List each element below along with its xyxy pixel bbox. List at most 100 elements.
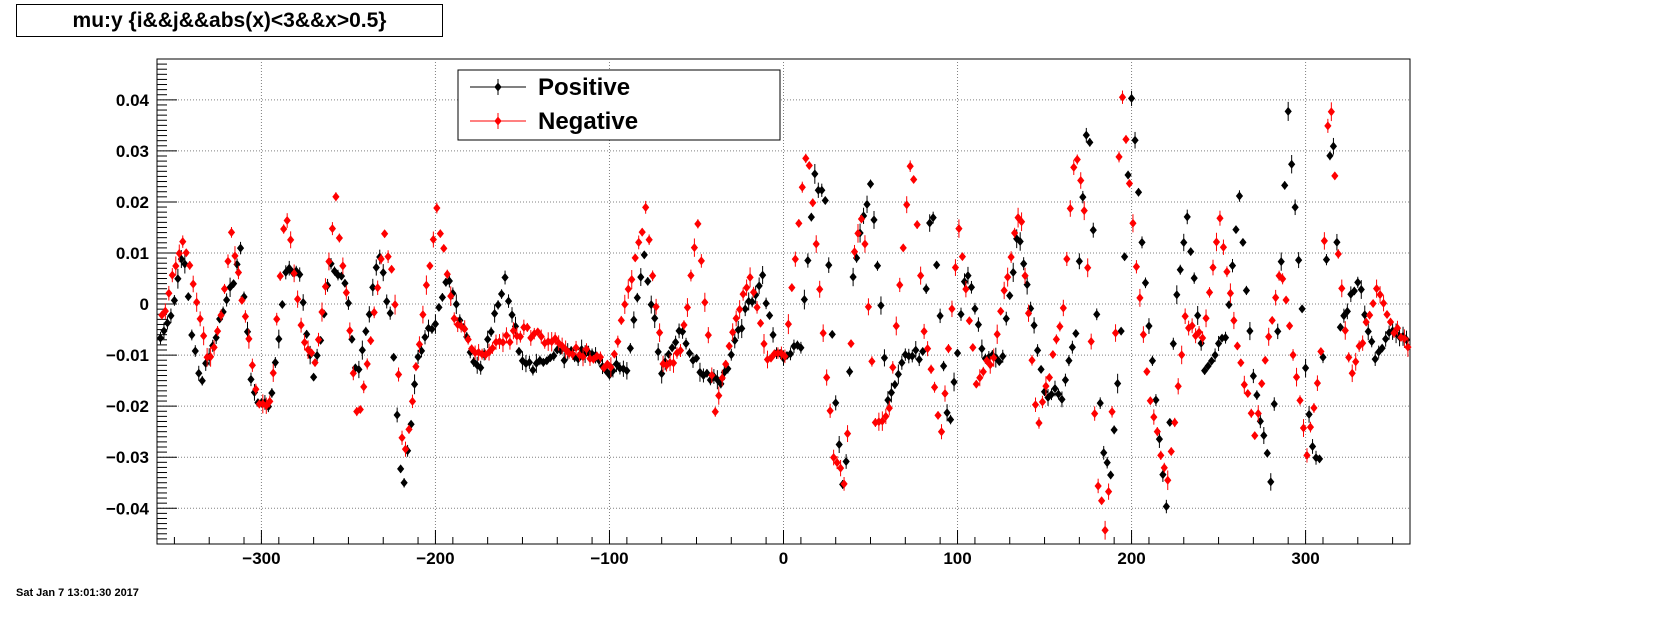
data-point (877, 301, 885, 311)
data-point (1061, 375, 1070, 385)
data-point (1073, 155, 1081, 165)
data-point (743, 283, 751, 293)
data-point (408, 396, 417, 406)
data-point (1230, 316, 1238, 326)
data-point (652, 302, 660, 312)
y-tick-label: −0.04 (106, 499, 150, 518)
data-point (1017, 217, 1026, 227)
data-point (739, 289, 747, 299)
data-point (551, 334, 559, 344)
data-point (405, 424, 413, 434)
data-point (1157, 450, 1165, 460)
data-point (1296, 395, 1304, 405)
data-point (1292, 372, 1301, 382)
data-point (1068, 342, 1076, 352)
data-point (294, 294, 302, 304)
data-point (697, 256, 705, 266)
data-point (231, 251, 239, 261)
data-point (825, 260, 833, 270)
data-point (642, 202, 650, 212)
data-point (1075, 256, 1083, 266)
data-point (1362, 317, 1370, 327)
data-point (275, 334, 283, 344)
data-point (920, 326, 928, 336)
data-point (435, 302, 443, 312)
data-point (654, 347, 662, 357)
data-point (843, 429, 852, 439)
data-point (631, 253, 639, 263)
data-point (1216, 213, 1224, 223)
data-point (943, 408, 951, 418)
y-tick-label: −0.03 (106, 448, 149, 467)
data-point (1115, 152, 1123, 162)
data-point (658, 369, 666, 379)
data-point (348, 334, 356, 344)
data-point (969, 343, 977, 353)
data-point (1240, 380, 1248, 390)
data-point (755, 281, 763, 291)
data-point (882, 411, 890, 421)
data-point (1242, 285, 1251, 295)
data-point (468, 344, 476, 354)
data-point (725, 341, 733, 351)
y-tick-label: 0.02 (116, 193, 149, 212)
data-point (299, 297, 307, 307)
data-point (394, 370, 403, 380)
data-point (1021, 271, 1029, 281)
data-point (1404, 342, 1412, 352)
data-point (1317, 347, 1325, 357)
data-point (464, 334, 472, 344)
data-point (156, 333, 165, 343)
data-point (786, 349, 795, 359)
data-point (706, 375, 715, 385)
data-point (701, 297, 709, 307)
data-point (769, 330, 777, 340)
data-point (864, 302, 873, 312)
data-point (1336, 322, 1344, 332)
data-point (649, 271, 657, 281)
data-point (1114, 379, 1122, 389)
data-point (1181, 311, 1189, 321)
data-point (536, 355, 544, 365)
data-point (708, 370, 716, 380)
data-point (384, 252, 392, 262)
data-point (398, 433, 406, 443)
data-point (836, 463, 845, 473)
data-point (160, 326, 168, 336)
data-point (266, 396, 274, 406)
data-point (174, 274, 182, 284)
data-point (1020, 259, 1028, 269)
data-point (207, 352, 215, 362)
data-point (607, 362, 615, 372)
data-point (1400, 334, 1409, 344)
data-point (1291, 202, 1299, 212)
data-point (692, 353, 701, 363)
data-point (727, 350, 735, 360)
data-point (1320, 236, 1328, 246)
data-point (863, 199, 871, 209)
data-point (1361, 310, 1369, 320)
data-point (1110, 425, 1118, 435)
data-point (951, 263, 960, 273)
data-point (390, 352, 398, 362)
data-point (1295, 255, 1303, 265)
data-point (682, 339, 690, 349)
data-point (311, 358, 319, 368)
data-point (575, 350, 584, 360)
data-point (1345, 352, 1353, 362)
x-tick-label: 300 (1291, 549, 1319, 568)
data-point (1205, 287, 1214, 297)
data-point (784, 319, 792, 329)
data-point (717, 379, 725, 389)
data-point (1277, 257, 1285, 267)
data-point (790, 341, 798, 351)
data-point (823, 373, 831, 383)
data-point (497, 289, 506, 299)
data-point (400, 478, 408, 488)
data-point (397, 464, 405, 474)
data-point (944, 344, 953, 354)
data-point (1301, 363, 1310, 373)
data-point (582, 344, 591, 354)
data-point (1331, 171, 1339, 181)
